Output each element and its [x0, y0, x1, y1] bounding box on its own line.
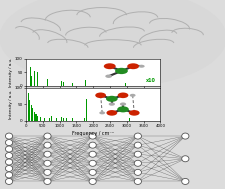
- Circle shape: [134, 160, 141, 166]
- Bar: [35, 114, 36, 121]
- Circle shape: [5, 133, 13, 139]
- Circle shape: [134, 169, 141, 175]
- Circle shape: [5, 153, 13, 159]
- Bar: [86, 99, 87, 121]
- Bar: [49, 118, 50, 121]
- X-axis label: Frequency / cm⁻¹: Frequency / cm⁻¹: [72, 131, 114, 136]
- Circle shape: [5, 146, 13, 152]
- Bar: [32, 108, 33, 121]
- Bar: [37, 116, 38, 121]
- Text: x10: x10: [145, 78, 155, 83]
- Bar: [47, 79, 48, 86]
- Circle shape: [89, 160, 96, 166]
- Circle shape: [44, 178, 51, 184]
- Bar: [85, 80, 86, 86]
- Bar: [36, 72, 37, 86]
- Circle shape: [44, 169, 51, 175]
- Circle shape: [89, 151, 96, 157]
- Bar: [66, 118, 67, 121]
- Circle shape: [5, 178, 13, 184]
- Y-axis label: Intensity / a.u.: Intensity / a.u.: [9, 90, 13, 119]
- Y-axis label: Intensity / a.u.: Intensity / a.u.: [9, 58, 13, 87]
- Bar: [66, 83, 67, 86]
- Bar: [36, 114, 37, 121]
- Bar: [145, 84, 146, 86]
- Circle shape: [134, 142, 141, 148]
- Circle shape: [5, 139, 13, 146]
- Circle shape: [134, 178, 141, 184]
- Bar: [30, 67, 31, 86]
- Circle shape: [89, 142, 96, 148]
- Circle shape: [181, 133, 188, 139]
- Bar: [124, 83, 125, 86]
- Circle shape: [89, 169, 96, 175]
- Circle shape: [181, 156, 188, 162]
- Bar: [60, 117, 61, 121]
- Circle shape: [5, 159, 13, 165]
- Bar: [29, 101, 30, 121]
- Circle shape: [134, 151, 141, 157]
- Circle shape: [44, 160, 51, 166]
- Bar: [40, 117, 41, 121]
- Circle shape: [5, 172, 13, 178]
- Bar: [34, 71, 35, 86]
- Circle shape: [89, 178, 96, 184]
- Circle shape: [44, 142, 51, 148]
- Circle shape: [44, 151, 51, 157]
- Bar: [62, 118, 63, 121]
- Circle shape: [44, 133, 51, 139]
- Bar: [129, 118, 130, 121]
- Bar: [31, 76, 32, 86]
- Circle shape: [89, 133, 96, 139]
- Circle shape: [134, 133, 141, 139]
- Circle shape: [5, 165, 13, 171]
- Bar: [28, 93, 29, 121]
- Circle shape: [181, 178, 188, 184]
- Bar: [51, 116, 52, 121]
- Bar: [55, 118, 56, 121]
- Bar: [43, 118, 44, 121]
- Bar: [124, 118, 125, 121]
- Bar: [46, 117, 47, 121]
- Bar: [84, 118, 85, 121]
- Bar: [71, 118, 72, 121]
- Ellipse shape: [0, 0, 225, 87]
- Bar: [30, 105, 31, 121]
